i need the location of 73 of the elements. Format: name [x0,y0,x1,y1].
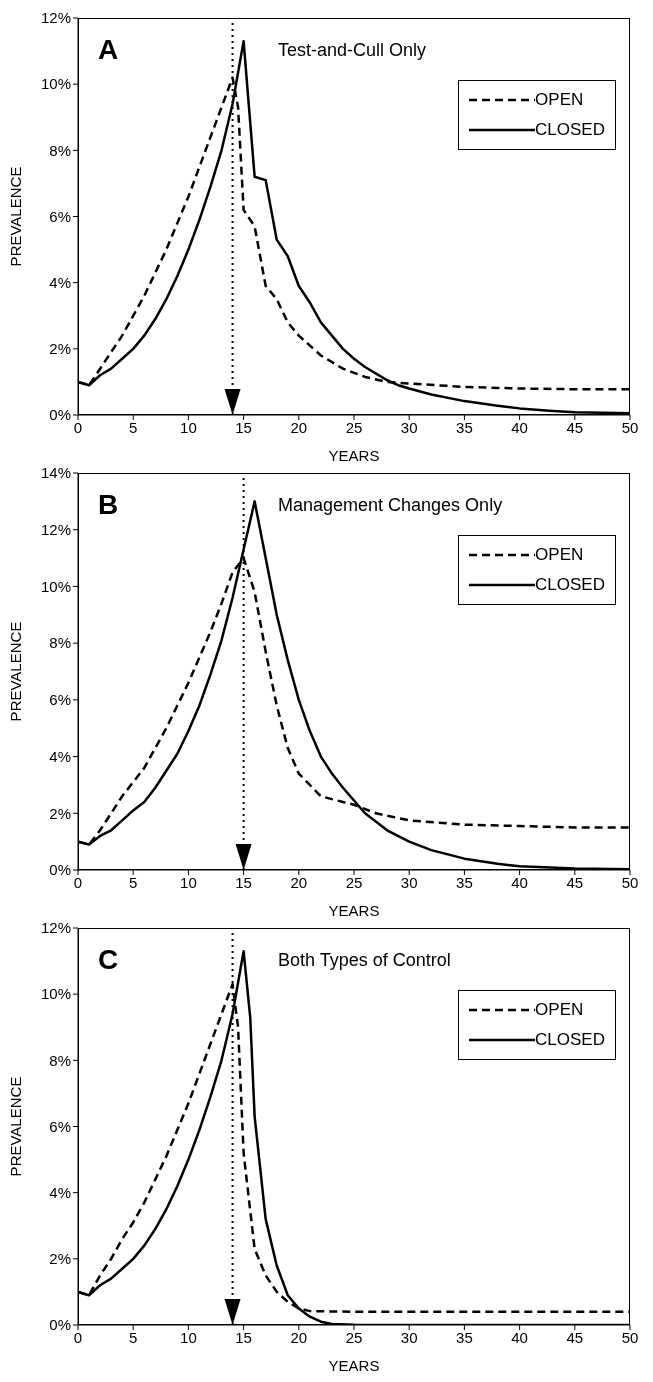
x-tick-label: 35 [456,418,473,436]
y-tick-label: 8% [49,1051,71,1069]
y-tick-label: 12% [40,919,71,937]
x-tick-label: 45 [566,873,584,891]
y-tick-label: 10% [40,985,71,1003]
x-tick-label: 40 [511,1328,528,1346]
x-tick-label: 10 [180,418,197,436]
legend-label: CLOSED [535,120,605,140]
y-tick-label: 8% [49,141,71,159]
x-tick-label: 0 [73,873,83,891]
y-tick-label: 10% [40,75,71,93]
annotation: C [98,944,119,976]
legend-label: OPEN [535,545,584,565]
x-tick-label: 50 [621,418,639,436]
y-tick-label: 2% [49,804,71,822]
x-tick-label: 35 [456,1328,473,1346]
x-tick-label: 20 [290,873,308,891]
x-tick-label: 0 [73,1328,83,1346]
text: Test-and-Cull Only [278,40,427,61]
x-tick-label: 25 [345,418,363,436]
x-tick-label: 15 [235,1328,252,1346]
x-tick-label: 0 [73,418,83,436]
x-tick-label: 5 [129,1328,138,1346]
y-tick-label: 6% [49,1117,71,1135]
x-tick-label: 20 [290,1328,308,1346]
x-tick-label: 30 [400,1328,418,1346]
x-tick-label: 10 [180,873,197,891]
x-axis-title: YEARS [328,1357,380,1374]
y-tick-label: 10% [40,577,71,595]
y-tick-label: 2% [49,340,71,358]
text: Both Types of Control [278,950,451,971]
legend-label: CLOSED [535,575,605,595]
y-axis-title: PREVALENCE [7,1076,25,1177]
legend-label: OPEN [535,90,584,110]
x-tick-label: 50 [621,1328,639,1346]
y-tick-label: 8% [49,634,71,652]
x-tick-label: 15 [235,873,252,891]
x-tick-label: 25 [345,1328,363,1346]
x-tick-label: 35 [456,873,473,891]
x-axis-title: YEARS [328,447,380,464]
annotation: B [98,489,119,521]
legend-label: CLOSED [535,1030,605,1050]
x-tick-label: 40 [511,418,528,436]
x-tick-label: 45 [566,418,584,436]
y-tick-label: 2% [49,1250,71,1268]
y-axis-title: PREVALENCE [7,166,25,267]
y-tick-label: 14% [40,464,71,482]
y-tick-label: 0% [49,1316,71,1334]
x-axis-title: YEARS [328,902,380,919]
x-tick-label: 25 [345,873,363,891]
y-tick-label: 6% [49,691,71,709]
y-tick-label: 4% [49,273,71,291]
x-tick-label: 40 [511,873,528,891]
x-tick-label: 10 [180,1328,197,1346]
x-tick-label: 15 [235,418,252,436]
y-tick-label: 4% [49,1183,71,1201]
y-tick-label: 12% [40,9,71,27]
text: Management Changes Only [278,495,503,516]
x-tick-label: 30 [400,418,418,436]
x-tick-label: 5 [129,418,138,436]
y-tick-label: 4% [49,747,71,765]
x-tick-label: 50 [621,873,639,891]
y-tick-label: 12% [40,521,71,539]
annotation: A [98,34,119,66]
x-tick-label: 20 [290,418,308,436]
legend-label: OPEN [535,1000,584,1020]
x-tick-label: 45 [566,1328,584,1346]
y-axis-title: PREVALENCE [7,621,25,722]
x-tick-label: 5 [129,873,138,891]
y-tick-label: 0% [49,406,71,424]
y-tick-label: 6% [49,207,71,225]
x-tick-label: 30 [400,873,418,891]
y-tick-label: 0% [49,861,71,879]
